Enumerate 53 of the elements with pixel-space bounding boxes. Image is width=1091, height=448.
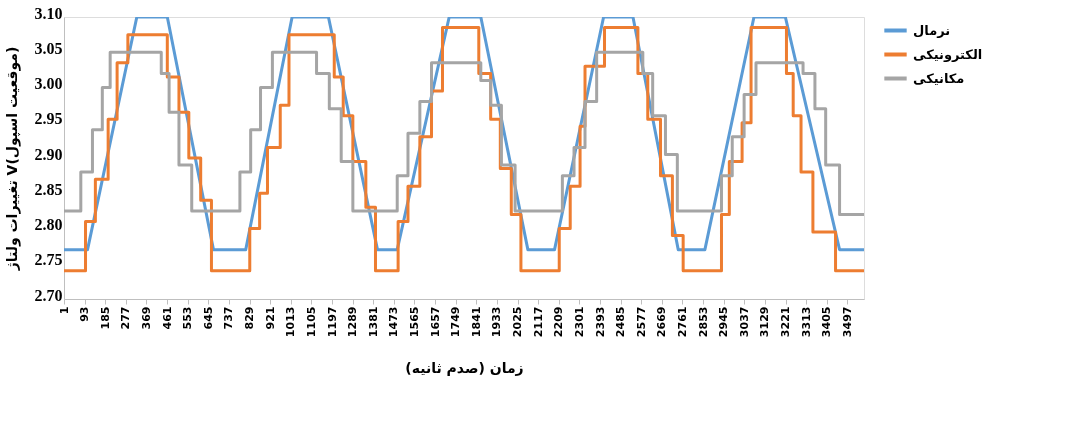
legend-label: مکانیکی bbox=[913, 70, 965, 86]
x-tick-label: 2485 bbox=[614, 306, 628, 338]
x-tick-label: 3129 bbox=[758, 306, 772, 338]
x-tick-label: 3497 bbox=[840, 306, 854, 338]
y-tick-label: 2.70 bbox=[34, 286, 63, 304]
y-tick-label: 2.80 bbox=[34, 216, 63, 233]
x-tick-label: 2393 bbox=[593, 306, 607, 338]
x-tick-label: 3313 bbox=[799, 306, 813, 338]
x-tick-label: 1105 bbox=[304, 306, 318, 338]
legend-label: نرمال bbox=[913, 22, 951, 38]
x-tick-label: 1013 bbox=[284, 306, 298, 338]
y-axis-title: تغییرات ولتاژ V(موقعیت اسپول) bbox=[3, 46, 21, 272]
x-tick-label: 2301 bbox=[572, 306, 586, 338]
x-tick-label: 369 bbox=[139, 306, 153, 330]
x-tick-label: 2209 bbox=[552, 306, 566, 338]
x-tick-label: 553 bbox=[181, 306, 195, 330]
y-tick-label: 2.85 bbox=[34, 180, 63, 198]
x-tick-label: 921 bbox=[263, 306, 277, 330]
x-tick-label: 1381 bbox=[366, 306, 380, 338]
x-tick-label: 1565 bbox=[407, 306, 421, 338]
y-tick-label: 2.90 bbox=[34, 145, 63, 163]
x-tick-label: 461 bbox=[160, 306, 174, 330]
x-tick-label: 1933 bbox=[490, 306, 504, 338]
x-tick-label: 1749 bbox=[449, 306, 463, 338]
x-tick-label: 737 bbox=[222, 306, 236, 330]
x-tick-label: 2025 bbox=[511, 306, 525, 338]
x-tick-label: 277 bbox=[119, 306, 133, 330]
x-tick-label: 1 bbox=[57, 306, 71, 315]
y-tick-label: 2.75 bbox=[34, 251, 63, 269]
y-tick-label: 3.05 bbox=[34, 39, 63, 57]
x-tick-label: 829 bbox=[243, 306, 257, 330]
x-tick-label: 1657 bbox=[428, 306, 442, 338]
x-tick-label: 2853 bbox=[696, 306, 710, 338]
x-tick-label: 3037 bbox=[737, 306, 751, 338]
x-tick-label: 1197 bbox=[325, 306, 339, 338]
x-tick-label: 2577 bbox=[634, 306, 648, 338]
x-tick-label: 645 bbox=[201, 306, 215, 330]
x-tick-label: 2669 bbox=[655, 306, 669, 338]
y-tick-label: 3.00 bbox=[34, 75, 63, 92]
x-tick-label: 1473 bbox=[387, 306, 401, 338]
x-tick-label: 2761 bbox=[675, 306, 689, 338]
x-tick-label: 3405 bbox=[820, 306, 834, 338]
x-tick-label: 3221 bbox=[779, 306, 793, 338]
x-axis-title: زمان (صدم ثانیه) bbox=[405, 360, 524, 377]
x-tick-label: 93 bbox=[78, 306, 92, 322]
x-tick-label: 2117 bbox=[531, 306, 545, 338]
x-tick-label: 2945 bbox=[717, 306, 731, 338]
x-tick-label: 1841 bbox=[469, 306, 483, 338]
y-tick-label: 2.95 bbox=[34, 110, 63, 128]
y-tick-label: 3.10 bbox=[34, 4, 63, 22]
x-tick-label: 185 bbox=[98, 306, 112, 330]
legend-label: الکترونیکی bbox=[913, 46, 983, 62]
x-tick-label: 1289 bbox=[346, 306, 360, 338]
